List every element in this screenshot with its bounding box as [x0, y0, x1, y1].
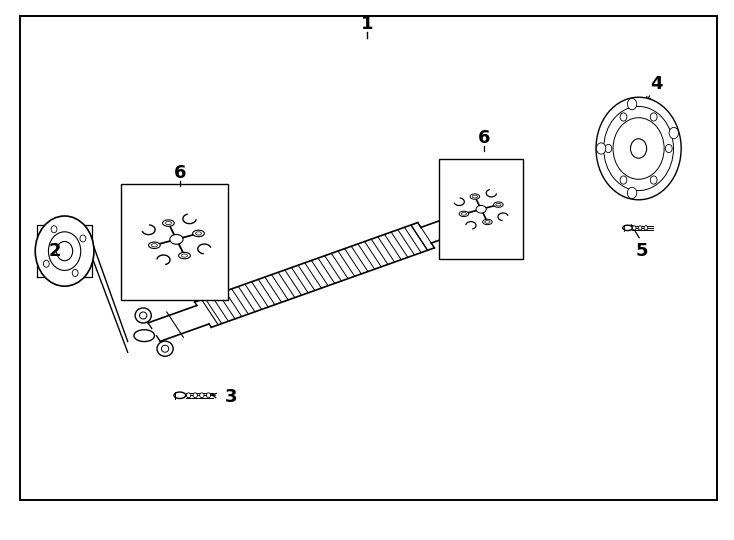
Ellipse shape	[151, 244, 157, 247]
Ellipse shape	[631, 139, 647, 158]
Ellipse shape	[174, 392, 186, 399]
Text: 6: 6	[478, 129, 491, 147]
Ellipse shape	[462, 213, 467, 215]
Ellipse shape	[501, 201, 517, 211]
Ellipse shape	[80, 235, 86, 242]
Ellipse shape	[597, 143, 606, 154]
Ellipse shape	[165, 221, 171, 225]
Ellipse shape	[472, 195, 477, 198]
Ellipse shape	[134, 330, 154, 342]
Ellipse shape	[628, 187, 637, 199]
Ellipse shape	[57, 241, 73, 261]
Ellipse shape	[620, 113, 627, 121]
Bar	[121, 184, 228, 300]
Ellipse shape	[638, 226, 642, 230]
Ellipse shape	[148, 242, 160, 248]
Ellipse shape	[644, 226, 647, 230]
Ellipse shape	[487, 186, 500, 199]
Text: 3: 3	[225, 388, 238, 406]
Ellipse shape	[495, 203, 501, 206]
Ellipse shape	[650, 176, 657, 184]
Bar	[439, 159, 523, 259]
Ellipse shape	[620, 176, 627, 184]
Ellipse shape	[509, 220, 516, 226]
Ellipse shape	[200, 393, 204, 397]
Ellipse shape	[470, 194, 479, 199]
Text: 2: 2	[48, 242, 62, 260]
Ellipse shape	[490, 190, 496, 196]
Ellipse shape	[666, 144, 672, 153]
Ellipse shape	[485, 220, 490, 223]
Ellipse shape	[48, 232, 81, 271]
Ellipse shape	[459, 211, 469, 217]
Ellipse shape	[186, 393, 191, 397]
Ellipse shape	[506, 217, 519, 230]
Ellipse shape	[622, 225, 632, 231]
Ellipse shape	[476, 206, 486, 213]
Ellipse shape	[605, 144, 611, 153]
Text: 6: 6	[173, 164, 186, 182]
Ellipse shape	[493, 202, 503, 207]
Ellipse shape	[170, 234, 183, 244]
Ellipse shape	[161, 345, 169, 352]
Ellipse shape	[162, 220, 174, 226]
Ellipse shape	[206, 393, 211, 397]
Ellipse shape	[192, 230, 204, 237]
Ellipse shape	[632, 226, 636, 230]
Ellipse shape	[483, 219, 493, 225]
Bar	[20, 16, 717, 500]
Ellipse shape	[603, 106, 674, 191]
Ellipse shape	[650, 113, 657, 121]
Text: 5: 5	[636, 242, 649, 260]
Ellipse shape	[195, 232, 201, 235]
Text: 1: 1	[360, 15, 374, 33]
Ellipse shape	[139, 312, 147, 319]
Ellipse shape	[178, 252, 190, 259]
Ellipse shape	[157, 341, 173, 356]
Ellipse shape	[181, 254, 187, 257]
Ellipse shape	[35, 216, 94, 286]
Ellipse shape	[43, 260, 49, 267]
Ellipse shape	[72, 269, 78, 276]
Ellipse shape	[596, 97, 681, 200]
Ellipse shape	[613, 118, 664, 179]
Ellipse shape	[51, 226, 57, 233]
Ellipse shape	[628, 98, 637, 110]
Ellipse shape	[669, 127, 678, 139]
Ellipse shape	[193, 393, 197, 397]
Text: 4: 4	[650, 75, 664, 93]
Ellipse shape	[135, 308, 151, 323]
